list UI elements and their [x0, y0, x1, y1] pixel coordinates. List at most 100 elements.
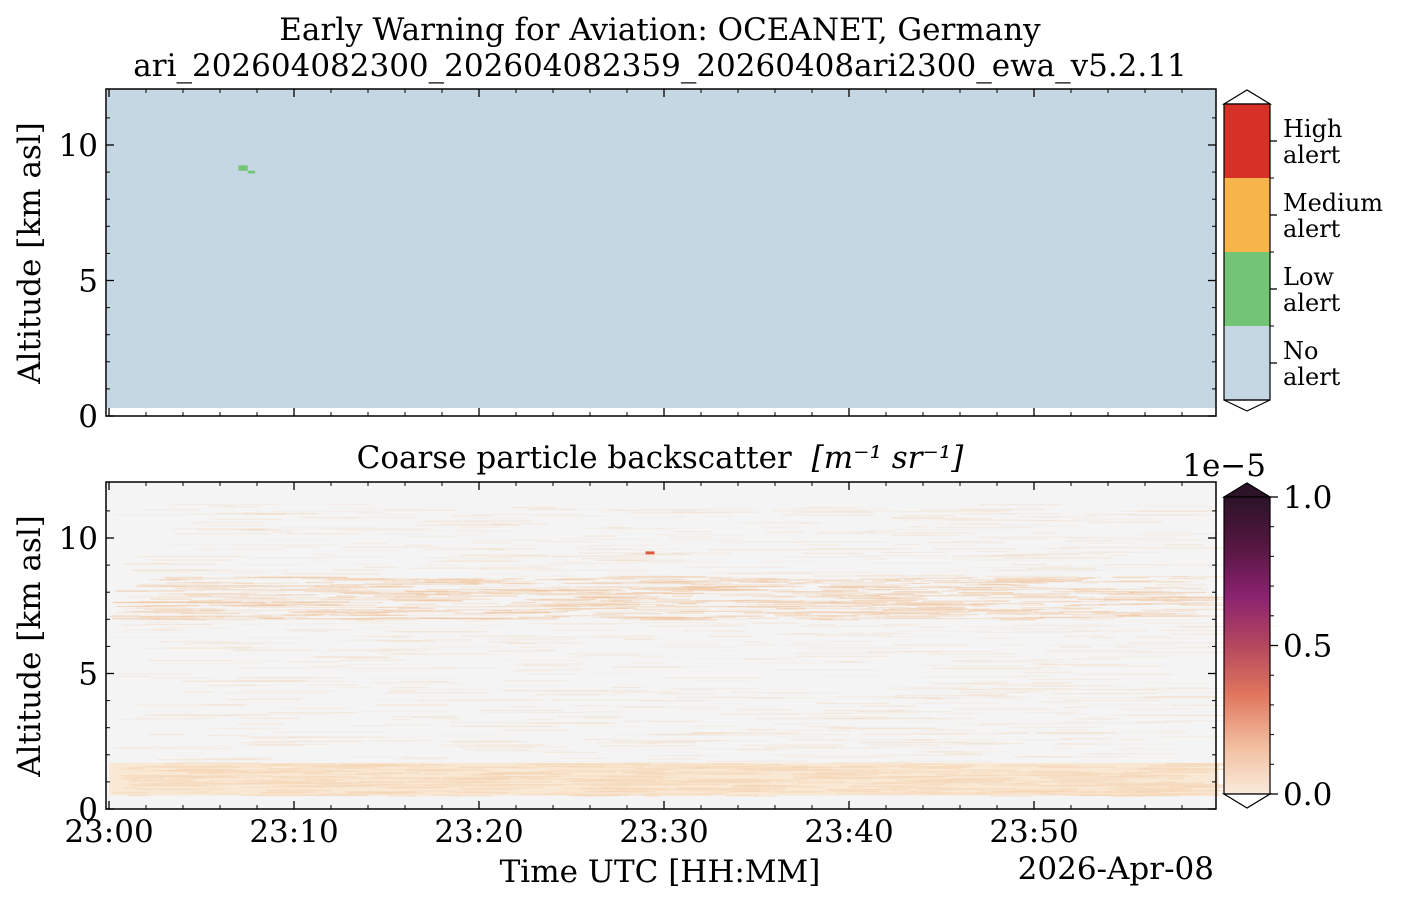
backscatter-streak — [366, 683, 465, 685]
backscatter-streak — [1121, 510, 1223, 512]
backscatter-streak — [117, 673, 193, 675]
backscatter-streak — [150, 618, 197, 620]
backscatter-streak — [1012, 585, 1030, 587]
backscatter-streak — [383, 610, 433, 612]
backscatter-streak — [949, 523, 1001, 525]
backscatter-streak — [921, 664, 946, 666]
backscatter-streak — [644, 795, 660, 797]
backscatter-streak — [1104, 581, 1194, 583]
backscatter-streak — [904, 532, 974, 534]
backscatter-streak — [208, 780, 256, 782]
backscatter-streak — [671, 552, 732, 554]
backscatter-streak — [391, 716, 457, 718]
backscatter-streak — [749, 729, 770, 731]
backscatter-streak — [578, 761, 687, 763]
backscatter-streak — [713, 773, 773, 775]
backscatter-streak — [144, 779, 194, 781]
backscatter-streak — [852, 614, 880, 616]
backscatter-streak — [314, 585, 363, 587]
backscatter-streak — [222, 605, 279, 607]
backscatter-streak — [887, 786, 941, 788]
backscatter-streak — [404, 770, 443, 772]
backscatter-streak — [986, 612, 1065, 614]
backscatter-streak — [456, 534, 485, 536]
backscatter-streak — [1167, 577, 1206, 580]
backscatter-streak — [627, 783, 688, 785]
backscatter-streak — [1135, 637, 1197, 639]
backscatter-streak — [1033, 520, 1077, 522]
backscatter-streak — [782, 729, 824, 731]
backscatter-streak — [972, 524, 1049, 526]
backscatter-streak — [459, 554, 548, 557]
backscatter-streak — [114, 602, 163, 604]
backscatter-streak — [813, 580, 864, 582]
backscatter-streak — [304, 614, 323, 616]
backscatter-streak — [1132, 514, 1213, 516]
backscatter-streak — [354, 601, 384, 604]
backscatter-streak — [276, 680, 307, 682]
backscatter-streak — [605, 509, 710, 511]
backscatter-streak — [809, 548, 912, 550]
backscatter-streak — [136, 618, 186, 621]
backscatter-streak — [116, 590, 185, 592]
backscatter-streak — [904, 578, 924, 580]
backscatter-ylabel: Altitude [km asl] — [12, 515, 48, 778]
backscatter-streak — [906, 604, 982, 606]
backscatter-streak — [426, 589, 506, 591]
backscatter-streak — [436, 592, 514, 594]
backscatter-streak — [1063, 605, 1081, 607]
backscatter-streak — [138, 616, 224, 618]
backscatter-streak — [458, 746, 535, 748]
backscatter-streak — [319, 793, 409, 795]
backscatter-streak — [800, 544, 841, 546]
backscatter-streak — [818, 531, 876, 533]
backscatter-streak — [351, 765, 387, 767]
backscatter-streak — [239, 667, 340, 669]
backscatter-streak — [608, 599, 657, 601]
backscatter-streak — [333, 611, 388, 613]
backscatter-streak — [1034, 516, 1057, 518]
backscatter-streak — [597, 583, 651, 585]
backscatter-streak — [1072, 718, 1119, 720]
backscatter-streak — [617, 762, 682, 764]
backscatter-streak — [377, 699, 478, 701]
backscatter-streak — [771, 596, 794, 598]
backscatter-streak — [821, 712, 920, 714]
backscatter-streak — [1011, 785, 1088, 787]
backscatter-streak — [774, 615, 859, 617]
backscatter-streak — [560, 599, 642, 601]
backscatter-streak — [163, 576, 203, 579]
backscatter-streak — [763, 746, 838, 749]
backscatter-streak — [1060, 546, 1145, 549]
colorbar-label-line2: alert — [1283, 363, 1341, 391]
backscatter-streak — [209, 604, 285, 606]
backscatter-streak — [899, 650, 998, 653]
backscatter-streak — [412, 716, 458, 718]
backscatter-streak — [238, 585, 322, 587]
backscatter-streak — [919, 608, 991, 610]
backscatter-streak — [131, 569, 233, 571]
backscatter-streak — [1032, 790, 1116, 793]
backscatter-streak — [871, 595, 928, 598]
backscatter-streak — [1178, 613, 1198, 615]
backscatter-streak — [926, 767, 960, 769]
backscatter-streak — [239, 529, 281, 531]
colorbar-segment — [1224, 252, 1270, 326]
backscatter-streak — [1077, 791, 1162, 794]
colorbar-offset-label: 1e−5 — [1182, 448, 1266, 484]
backscatter-streak — [755, 784, 779, 787]
backscatter-streak — [452, 515, 490, 517]
backscatter-streak — [213, 518, 282, 520]
backscatter-streak — [267, 711, 358, 714]
backscatter-streak — [665, 677, 761, 679]
backscatter-streak — [908, 738, 934, 741]
backscatter-streak — [506, 636, 572, 638]
backscatter-streak — [248, 585, 321, 587]
backscatter-streak — [1062, 608, 1092, 610]
backscatter-streak — [173, 586, 247, 588]
backscatter-streak — [792, 642, 828, 644]
backscatter-streak — [729, 790, 760, 793]
backscatter-streak — [522, 664, 567, 667]
backscatter-streak — [996, 609, 1018, 611]
backscatter-streak — [663, 593, 694, 595]
